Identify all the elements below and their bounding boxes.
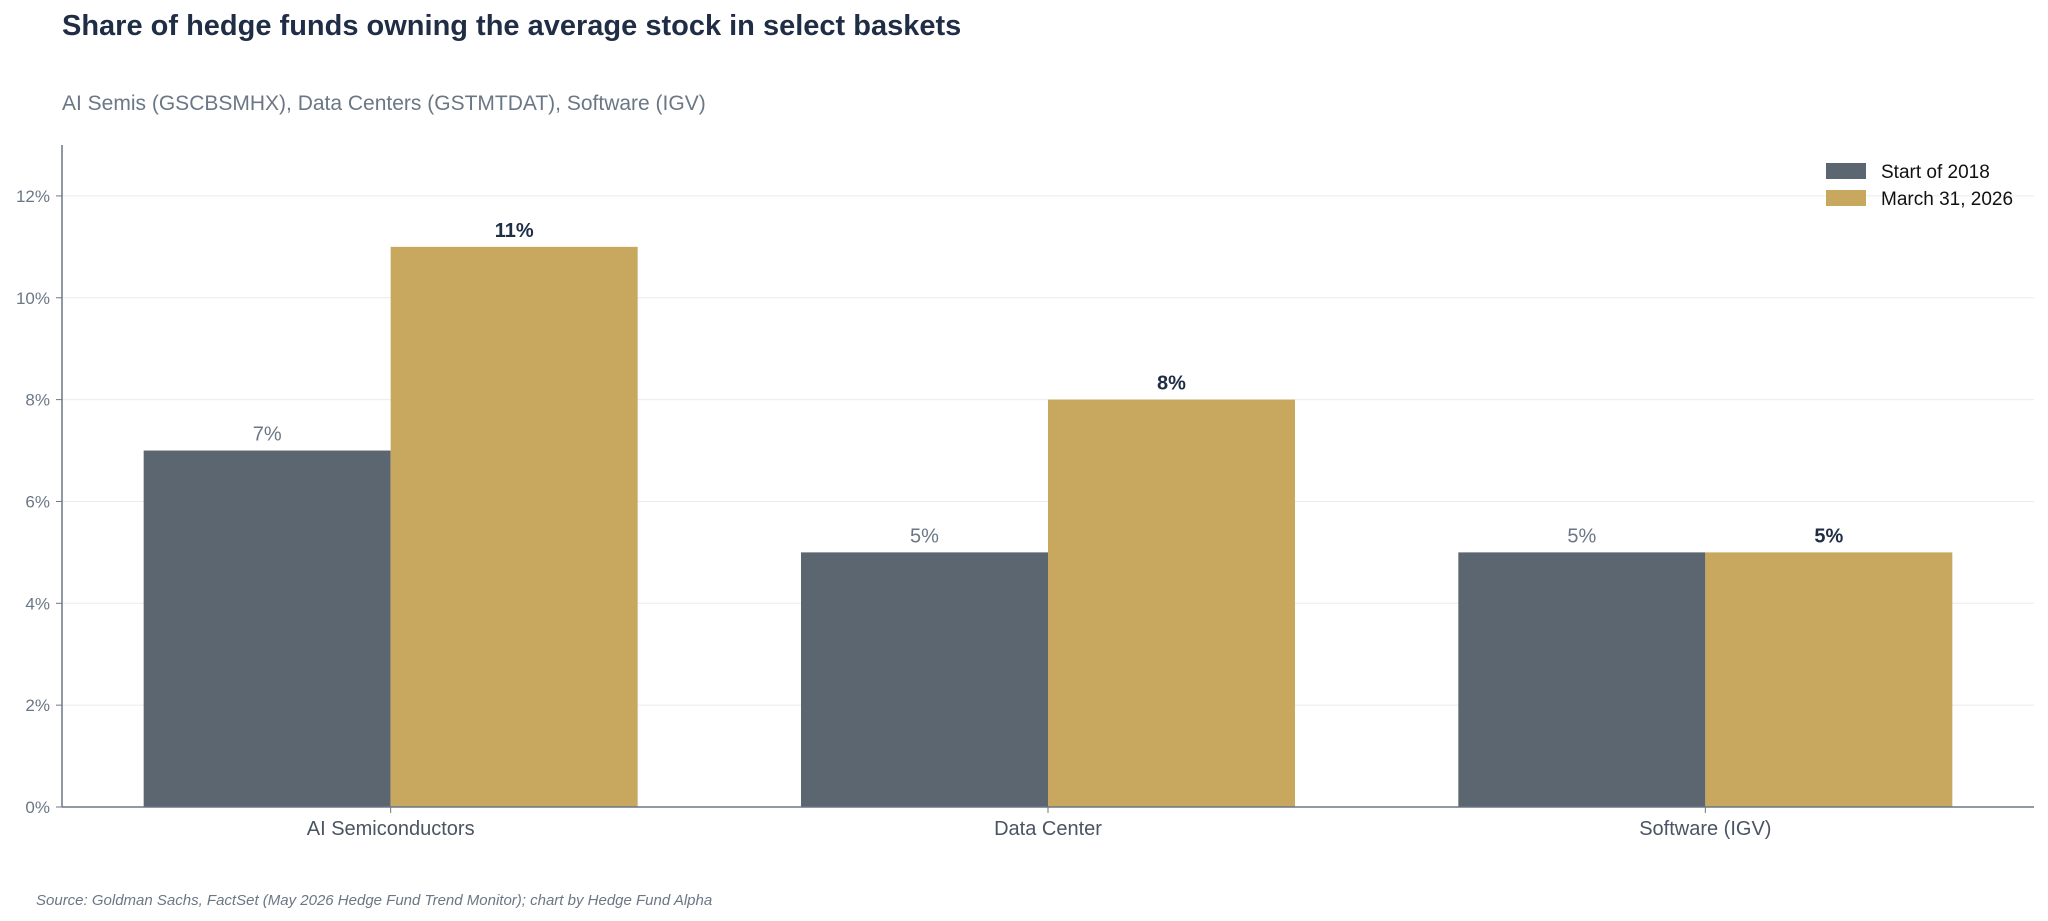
chart-subtitle: AI Semis (GSCBSMHX), Data Centers (GSTMT… xyxy=(62,92,706,115)
data-label: 11% xyxy=(495,220,534,242)
y-tick-label: 4% xyxy=(25,594,50,613)
bar xyxy=(1705,552,1953,807)
x-tick-label: AI Semiconductors xyxy=(307,818,475,840)
source-note: Source: Goldman Sachs, FactSet (May 2026… xyxy=(36,892,712,909)
y-tick-label: 8% xyxy=(25,391,50,410)
legend-swatch xyxy=(1826,190,1866,206)
legend-swatch xyxy=(1826,163,1866,179)
data-label: 5% xyxy=(910,525,939,547)
chart-title: Share of hedge funds owning the average … xyxy=(62,10,961,42)
x-tick-label: Software (IGV) xyxy=(1639,818,1771,840)
y-tick-label: 2% xyxy=(25,696,50,715)
bar xyxy=(1048,399,1295,807)
data-label: 8% xyxy=(1157,373,1186,395)
bar xyxy=(801,552,1048,807)
bar xyxy=(390,246,638,807)
y-tick-label: 10% xyxy=(16,289,50,308)
bar xyxy=(1458,552,1706,807)
x-axis-ticks: AI Semiconductors Data Center Software (IG… xyxy=(307,807,1771,840)
legend-label: March 31, 2026 xyxy=(1881,189,2013,210)
y-tick-label: 0% xyxy=(25,798,50,817)
data-label: 5% xyxy=(1814,525,1843,547)
data-labels: 7% 11% 5% 8% 5% 5% xyxy=(253,220,1844,548)
legend: Start of 2018 March 31, 2026 xyxy=(1826,162,2013,210)
legend-label: Start of 2018 xyxy=(1881,162,1990,183)
bar xyxy=(143,450,391,807)
y-axis-ticks: 0% 2% 4% 6% 8% 10% 12% xyxy=(16,187,62,817)
data-label: 5% xyxy=(1567,525,1596,547)
y-tick-label: 12% xyxy=(16,187,50,206)
data-label: 7% xyxy=(253,424,282,446)
x-tick-label: Data Center xyxy=(994,818,1102,840)
y-tick-label: 6% xyxy=(25,492,50,511)
bars xyxy=(143,246,1953,807)
